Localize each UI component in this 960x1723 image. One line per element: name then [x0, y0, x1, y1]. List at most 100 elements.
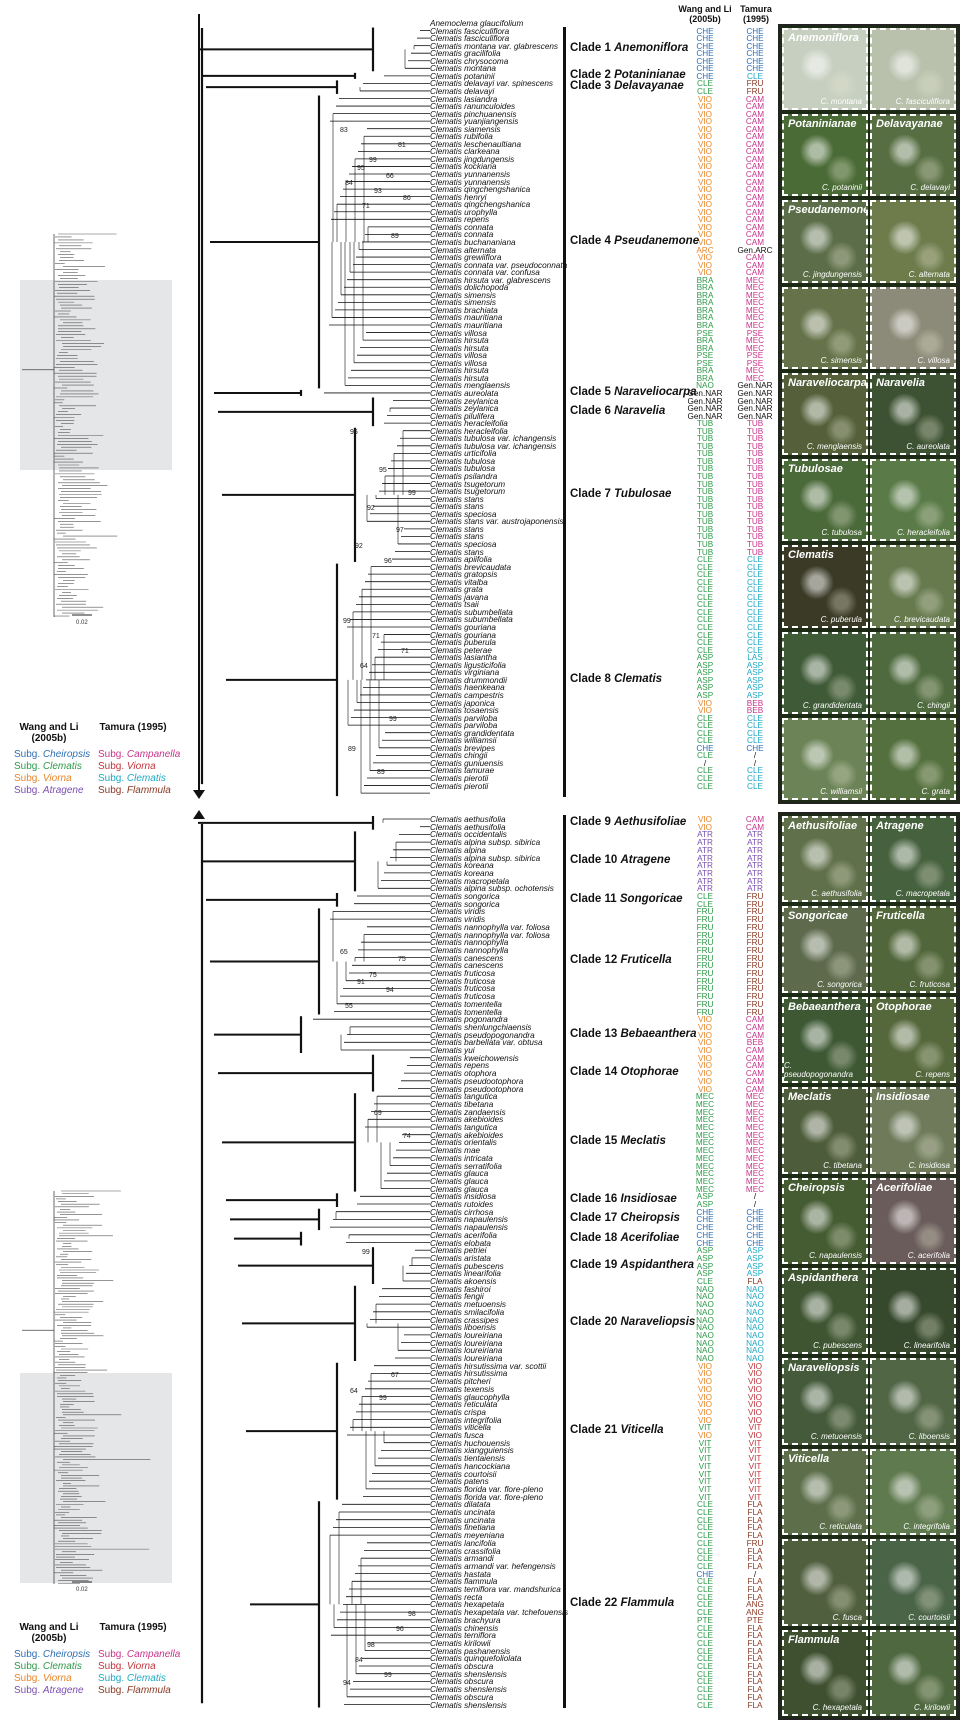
wang-li-code: CLE — [697, 1623, 713, 1633]
tamura-code: TUB — [746, 502, 764, 512]
tamura-code: FLA — [747, 1685, 763, 1695]
taxon-label: Clematis repens — [430, 215, 490, 225]
taxon-label: Clematis tomentella — [430, 1007, 502, 1017]
taxon-label: Clematis tosaensis — [430, 706, 499, 716]
taxon-label: Clematis songorica — [430, 892, 500, 901]
tamura-code: CLE — [747, 713, 763, 723]
wang-li-code: MEC — [695, 1184, 715, 1194]
wang-li-code: BRA — [696, 366, 714, 376]
wang-li-code: MEC — [695, 1092, 715, 1102]
tamura-code: ASP — [746, 690, 764, 700]
taxon-label: Clematis brevipes — [430, 743, 496, 753]
wang-li-code: VIO — [697, 1084, 713, 1094]
wang-li-code: CLE — [697, 1531, 713, 1541]
wang-li-code: BRA — [696, 373, 714, 383]
wang-li-code: MEC — [695, 1107, 715, 1117]
clade-bracket — [563, 1246, 566, 1285]
photo-caption: C. menglaensis — [806, 442, 862, 452]
species-photo: C. liboensis — [870, 1358, 956, 1445]
tamura-code: VIO — [747, 1415, 763, 1425]
wang-li-code: NAO — [696, 1284, 714, 1294]
tamura-code: ATR — [747, 861, 763, 871]
wang-li-code: VIO — [697, 1053, 713, 1063]
wang-li-code: VIO — [697, 1415, 713, 1425]
clade-label: Clade 15 Meclatis — [570, 1135, 666, 1148]
tamura-code: ATR — [747, 868, 763, 878]
taxon-label: Clematis stans — [430, 494, 484, 504]
tamura-code: FLA — [747, 1638, 763, 1648]
taxon-label: Clematis smilacifolia — [430, 1307, 505, 1317]
tamura-code: ASP — [746, 1269, 764, 1279]
wang-li-code: VIO — [697, 170, 713, 179]
tamura-code: MEC — [745, 298, 765, 308]
wang-li-code: VIO — [697, 192, 713, 202]
species-photo: Cheiropsis C. napaulensis — [782, 1177, 868, 1264]
tamura-code: CLE — [747, 728, 763, 738]
tamura-code: VIO — [747, 1400, 763, 1410]
clade-label: Clade 1 Anemoniflora — [570, 42, 689, 55]
wang-li-code: CLE — [697, 751, 713, 761]
taxon-label: Clematis chrysocoma — [430, 56, 509, 66]
taxon-label: Clematis leschenaultiana — [430, 139, 522, 149]
wang-li-code: CLE — [697, 1592, 713, 1602]
clade-bracket — [563, 1500, 566, 1709]
clade-bracket — [563, 1361, 566, 1501]
bootstrap-value: 55 — [345, 1002, 353, 1010]
taxon-label: Clematis fruticosa — [430, 969, 496, 978]
bootstrap-value: 71 — [401, 648, 409, 656]
tamura-code: BEB — [746, 1038, 764, 1048]
tamura-code: CHE — [746, 26, 764, 36]
tamura-code: MEC — [745, 321, 765, 330]
clade-label: Clade 5 Naraveliocarpa — [570, 385, 697, 398]
taxon-label: Clematis alpina subsp. ochotensis — [430, 884, 554, 894]
tamura-code: MEC — [745, 283, 765, 293]
tamura-code: NAO — [746, 1315, 764, 1325]
taxon-label: Clematis ligusticifolia — [430, 660, 506, 670]
tamura-code: BEB — [746, 706, 764, 716]
tamura-code: CAM — [745, 1022, 765, 1032]
bootstrap-value: 96 — [396, 1626, 404, 1634]
tamura-code: MEC — [745, 1184, 765, 1194]
photo-clade-title: Naraveliocarpa — [788, 376, 867, 389]
bootstrap-value: 89 — [391, 232, 399, 240]
wang-li-code: VIO — [697, 94, 713, 104]
wang-li-code: FRU — [696, 969, 714, 978]
tamura-code: FLA — [747, 1623, 763, 1633]
wang-li-code: ASP — [696, 690, 714, 700]
species-photo: C. linearifolia — [870, 1268, 956, 1355]
bootstrap-value: 95 — [379, 467, 387, 474]
wang-li-code: TUB — [696, 532, 714, 542]
tamura-code: FRU — [746, 976, 764, 986]
wang-li-code: CHE — [696, 1207, 714, 1217]
legend-entry: Subg. Cheiropsis — [14, 749, 91, 760]
wang-li-code: VIO — [697, 268, 713, 278]
tamura-code: MEC — [745, 1092, 765, 1102]
wang-li-code: CHE — [696, 49, 714, 59]
photo-clade-title: Insidiosae — [876, 1091, 930, 1104]
bootstrap-value: 75 — [398, 956, 406, 964]
bootstrap-value: 71 — [362, 202, 370, 210]
tamura-code: FLA — [747, 1561, 763, 1571]
tamura-code: FRU — [746, 969, 764, 978]
tamura-code: MEC — [745, 313, 765, 323]
taxon-label: Clematis aristata — [430, 1253, 491, 1263]
taxon-label: Clematis yuanjiangensis — [430, 117, 519, 127]
tamura-code: FLA — [747, 1277, 763, 1286]
wang-li-code: Gen.NAR — [687, 404, 723, 414]
tamura-code: FLA — [747, 1577, 763, 1587]
wang-li-code: CHE — [696, 1215, 714, 1225]
photo-clade-title: Naraveliopsis — [788, 1362, 860, 1375]
tamura-code: VIT — [748, 1484, 762, 1494]
wang-li-code: FRU — [696, 907, 714, 917]
taxon-label: Clematis tsugetorum — [430, 487, 506, 497]
tamura-code: VIT — [748, 1446, 762, 1456]
taxon-label: Clematis simensis — [430, 298, 496, 308]
wang-li-code: BRA — [696, 321, 714, 330]
taxon-label: Clematis acerifolia — [430, 1230, 497, 1240]
bootstrap-value: 99 — [362, 1248, 370, 1256]
photo-clade-title: Cheiropsis — [788, 1181, 845, 1194]
bootstrap-value: 99 — [369, 157, 377, 165]
tamura-code: MEC — [745, 1146, 765, 1156]
tamura-code: NAO — [746, 1300, 764, 1310]
wang-li-code: Gen.NAR — [687, 411, 723, 421]
